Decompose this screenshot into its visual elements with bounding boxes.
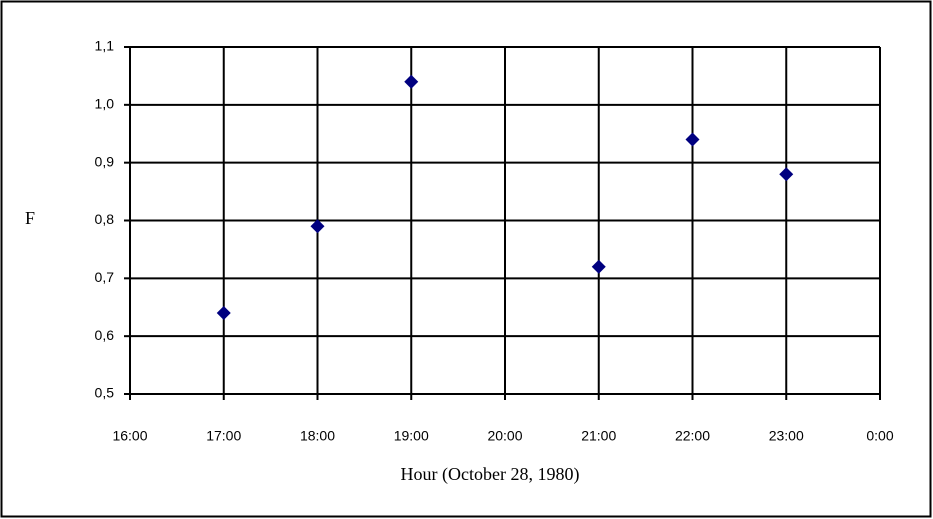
x-tick-label: 21:00 xyxy=(581,428,616,444)
x-tick-label: 19:00 xyxy=(394,428,429,444)
data-point xyxy=(779,167,794,182)
y-axis-label: F xyxy=(25,208,35,228)
data-point xyxy=(404,74,419,89)
x-tick-label: 22:00 xyxy=(675,428,710,444)
data-point xyxy=(685,132,700,147)
x-tick-label: 20:00 xyxy=(487,428,522,444)
y-tick-label: 1,1 xyxy=(95,38,115,54)
data-point xyxy=(310,219,325,234)
y-tick-label: 0,9 xyxy=(95,153,115,169)
x-tick-label: 16:00 xyxy=(112,428,147,444)
data-point xyxy=(216,306,231,321)
y-tick-label: 0,7 xyxy=(95,269,115,285)
y-tick-label: 0,6 xyxy=(95,327,115,343)
x-tick-label: 23:00 xyxy=(769,428,804,444)
x-tick-label: 18:00 xyxy=(300,428,335,444)
y-tick-label: 1,0 xyxy=(95,96,115,112)
x-axis-label: Hour (October 28, 1980) xyxy=(401,464,580,485)
y-tick-label: 0,8 xyxy=(95,211,115,227)
data-point xyxy=(591,259,606,274)
x-tick-label: 0:00 xyxy=(866,428,893,444)
y-tick-label: 0,5 xyxy=(95,385,115,401)
x-tick-label: 17:00 xyxy=(206,428,241,444)
